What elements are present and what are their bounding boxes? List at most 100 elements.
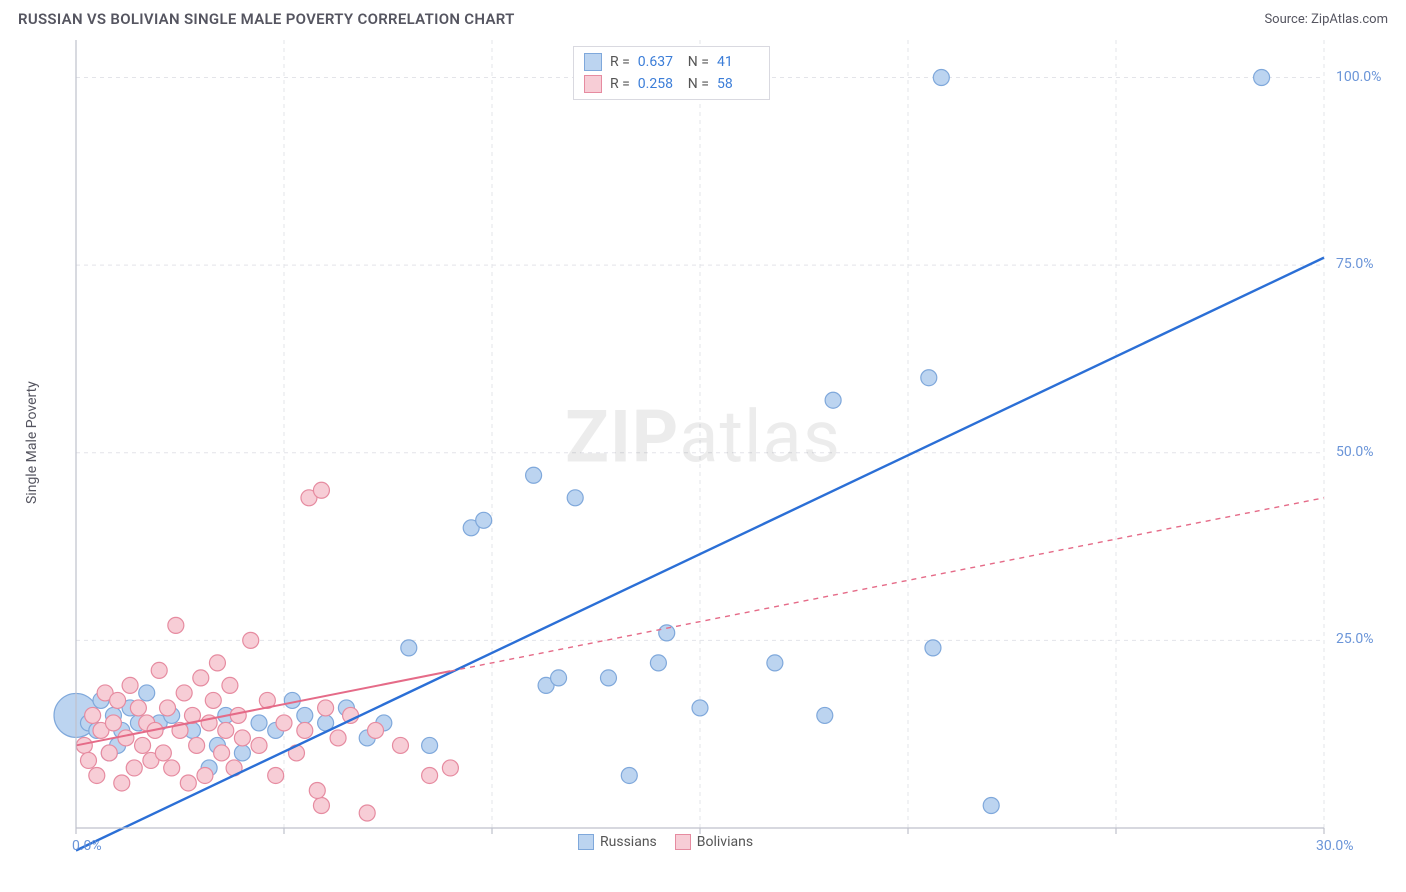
data-point [817, 707, 833, 723]
data-point [422, 767, 438, 783]
r-value: 0.258 [638, 73, 680, 95]
legend-item: Russians [578, 834, 657, 850]
data-point [442, 760, 458, 776]
data-point [309, 782, 325, 798]
data-point [368, 722, 384, 738]
data-point [218, 722, 234, 738]
y-tick-label: 50.0% [1336, 444, 1374, 460]
legend-row: R = 0.637 N = 41 [584, 51, 759, 73]
data-point [551, 670, 567, 686]
legend-swatch [578, 834, 594, 850]
data-point [318, 700, 334, 716]
legend-swatch [584, 53, 602, 71]
data-point [135, 737, 151, 753]
data-point [130, 700, 146, 716]
chart-area: ZIPatlas R = 0.637 N = 41 R = 0.258 N = … [18, 36, 1388, 872]
data-point [101, 745, 117, 761]
data-point [313, 482, 329, 498]
data-point [921, 370, 937, 386]
source-link[interactable]: ZipAtlas.com [1311, 12, 1388, 27]
legend-item: Bolivians [675, 834, 753, 850]
n-value: 58 [717, 73, 759, 95]
legend-row: R = 0.258 N = 58 [584, 73, 759, 95]
data-point [392, 737, 408, 753]
data-point [692, 700, 708, 716]
series-legend: Russians Bolivians [578, 834, 753, 850]
data-point [118, 730, 134, 746]
data-point [234, 730, 250, 746]
data-point [155, 745, 171, 761]
y-axis-label: Single Male Poverty [24, 381, 40, 504]
data-point [197, 767, 213, 783]
data-point [114, 775, 130, 791]
x-tick-label: 0.0% [72, 838, 102, 854]
data-point [401, 640, 417, 656]
data-point [214, 745, 230, 761]
data-point [422, 737, 438, 753]
legend-label: Russians [600, 834, 657, 850]
data-point [1254, 70, 1270, 86]
x-tick-label: 30.0% [1316, 838, 1354, 854]
data-point [650, 655, 666, 671]
data-point [526, 467, 542, 483]
data-point [359, 805, 375, 821]
data-point [105, 715, 121, 731]
data-point [276, 715, 292, 731]
data-point [176, 685, 192, 701]
data-point [85, 707, 101, 723]
data-point [251, 715, 267, 731]
r-label: R = [610, 51, 630, 73]
data-point [243, 632, 259, 648]
data-point [230, 707, 246, 723]
data-point [983, 797, 999, 813]
y-tick-label: 75.0% [1336, 256, 1374, 272]
data-point [330, 730, 346, 746]
data-point [193, 670, 209, 686]
data-point [297, 707, 313, 723]
n-label: N = [688, 73, 709, 95]
data-point [234, 745, 250, 761]
data-point [925, 640, 941, 656]
data-point [825, 392, 841, 408]
data-point [189, 737, 205, 753]
data-point [139, 685, 155, 701]
data-point [205, 692, 221, 708]
data-point [268, 767, 284, 783]
data-point [151, 662, 167, 678]
data-point [567, 490, 583, 506]
data-point [209, 655, 225, 671]
chart-source: Source: ZipAtlas.com [1264, 12, 1388, 27]
scatter-plot [18, 36, 1388, 868]
data-point [122, 677, 138, 693]
n-label: N = [688, 51, 709, 73]
data-point [297, 722, 313, 738]
data-point [180, 775, 196, 791]
data-point [600, 670, 616, 686]
data-point [933, 70, 949, 86]
data-point [222, 677, 238, 693]
data-point [767, 655, 783, 671]
legend-label: Bolivians [697, 834, 753, 850]
data-point [621, 767, 637, 783]
data-point [110, 692, 126, 708]
legend-swatch [675, 834, 691, 850]
data-point [160, 700, 176, 716]
n-value: 41 [717, 51, 759, 73]
data-point [80, 752, 96, 768]
r-label: R = [610, 73, 630, 95]
y-tick-label: 100.0% [1336, 69, 1381, 85]
r-value: 0.637 [638, 51, 680, 73]
data-point [476, 512, 492, 528]
legend-swatch [584, 75, 602, 93]
chart-title: RUSSIAN VS BOLIVIAN SINGLE MALE POVERTY … [18, 10, 515, 28]
data-point [168, 617, 184, 633]
chart-header: RUSSIAN VS BOLIVIAN SINGLE MALE POVERTY … [0, 0, 1406, 36]
correlation-legend: R = 0.637 N = 41 R = 0.258 N = 58 [573, 46, 770, 100]
data-point [251, 737, 267, 753]
source-label: Source: [1264, 12, 1307, 27]
data-point [89, 767, 105, 783]
y-tick-label: 25.0% [1336, 631, 1374, 647]
data-point [126, 760, 142, 776]
data-point [164, 760, 180, 776]
data-point [659, 625, 675, 641]
